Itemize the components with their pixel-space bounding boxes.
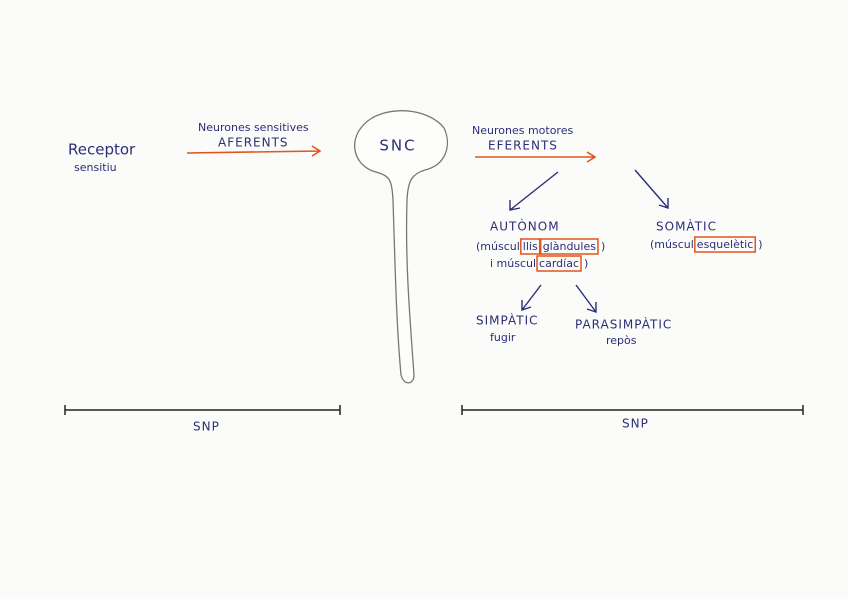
autonom-title: AUTÒNOM [490, 219, 560, 234]
cns-shape [354, 110, 449, 384]
afferent-label: Neurones sensitives [198, 121, 309, 134]
description-text: ) [584, 257, 588, 270]
snp-range [64, 405, 341, 415]
afferent-arrow [186, 145, 322, 157]
cns-label: SNC [379, 137, 416, 155]
description-text: ) [758, 238, 762, 251]
somatic-title: SOMÀTIC [656, 219, 717, 234]
afferent-name: AFERENTS [218, 136, 289, 150]
highlight-box [520, 238, 541, 255]
description-text: cardíac [539, 257, 579, 270]
description-text: ) [601, 240, 605, 253]
receptor-label: sensitiu [74, 161, 117, 174]
highlight-box [694, 236, 757, 253]
description-text: glàndules [543, 240, 597, 253]
efferent-name: EFERENTS [488, 139, 558, 153]
description-text: i múscul [490, 257, 536, 270]
snp-label: SNP [193, 420, 220, 434]
snp-label: SNP [622, 417, 649, 431]
description-text: (múscul [650, 238, 694, 251]
efferent-label: Neurones motores [472, 124, 573, 137]
snp-range [461, 405, 804, 415]
efferent-arrow [475, 151, 597, 163]
highlight-box [536, 255, 582, 272]
description-text: (múscul [476, 240, 520, 253]
simpatic-note: fugir [490, 331, 516, 344]
branch-arrows [509, 169, 669, 313]
simpatic-title: SIMPÀTIC [476, 313, 539, 328]
description-text: esquelètic [697, 238, 753, 251]
receptor-label: Receptor [68, 141, 136, 159]
parasimpatic-note: repòs [606, 334, 637, 347]
parasimpatic-title: PARASIMPÀTIC [575, 317, 672, 332]
description-text: llis [523, 240, 538, 253]
highlight-box [539, 238, 599, 255]
